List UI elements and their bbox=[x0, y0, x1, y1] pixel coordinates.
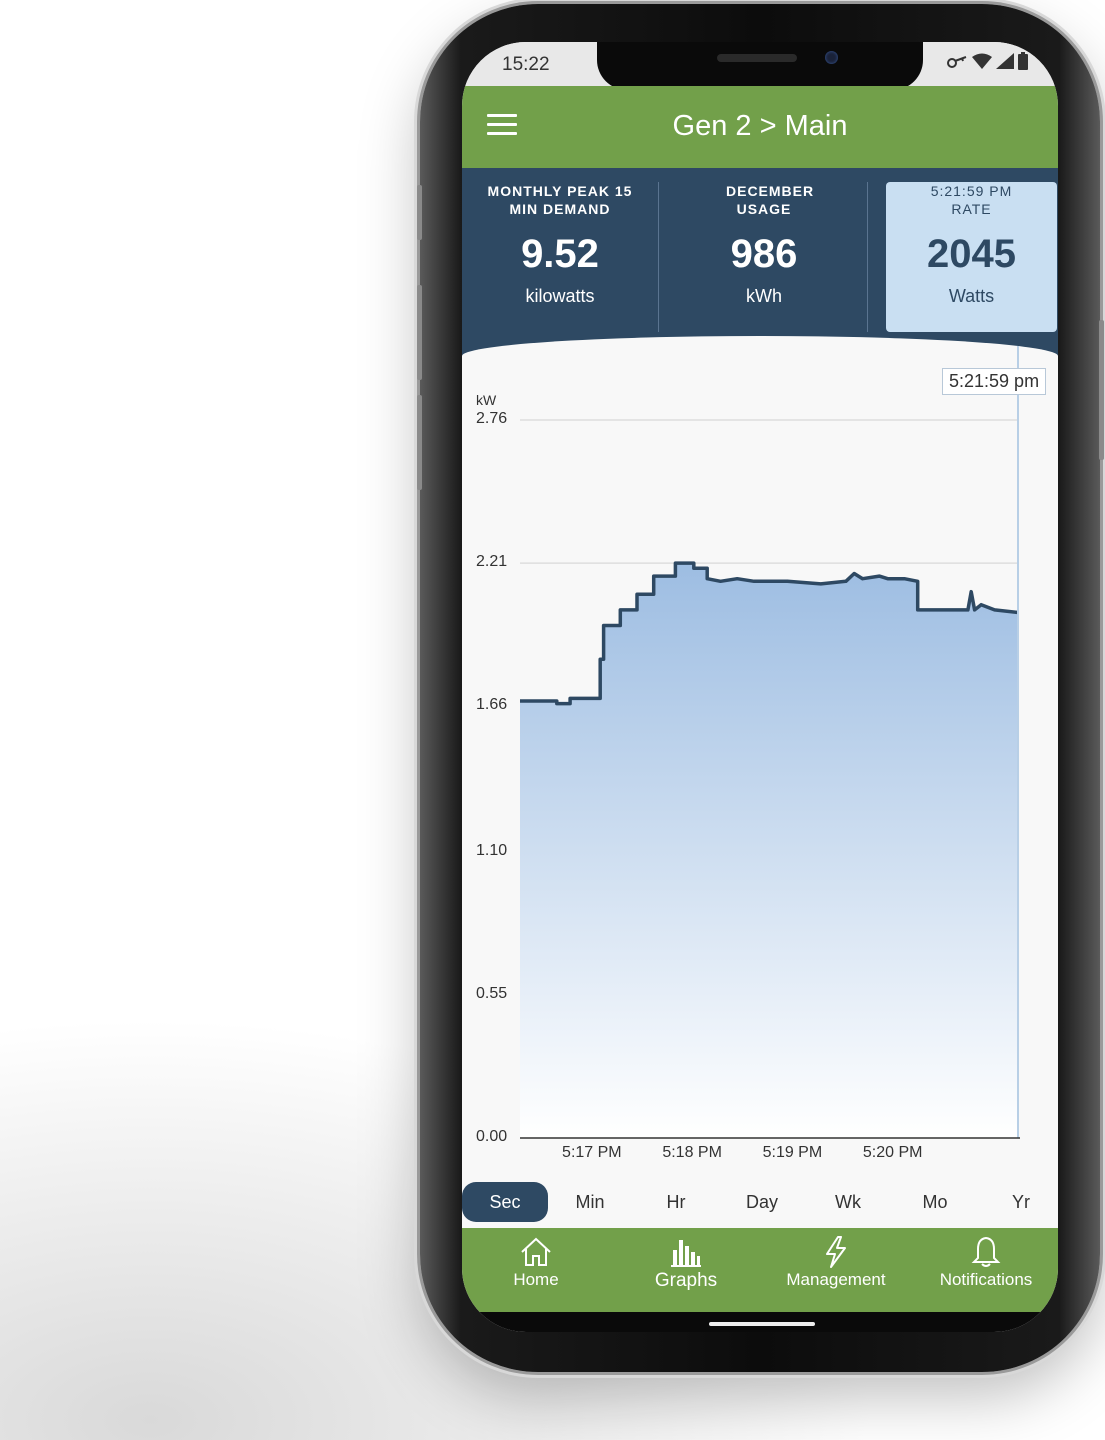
stat-current-rate[interactable]: 5:21:59 PM RATE 2045 Watts bbox=[886, 182, 1057, 332]
range-min[interactable]: Min bbox=[575, 1192, 605, 1212]
x-tick-label: 5:20 PM bbox=[862, 1144, 923, 1161]
x-tick-label: 5:18 PM bbox=[662, 1144, 722, 1161]
nav-graphs[interactable]: Graphs bbox=[612, 1236, 760, 1292]
volume-down-button bbox=[417, 395, 422, 490]
nav-label: Home bbox=[513, 1270, 559, 1289]
power-button bbox=[1099, 320, 1104, 460]
home-indicator-area bbox=[462, 1312, 1058, 1332]
nav-label: Notifications bbox=[939, 1270, 1033, 1289]
y-tick-label: 2.76 bbox=[476, 410, 508, 427]
battery-icon bbox=[1018, 52, 1028, 70]
volume-up-button bbox=[417, 285, 422, 380]
divider bbox=[867, 182, 868, 332]
status-icons bbox=[946, 52, 1028, 70]
divider bbox=[658, 182, 659, 332]
range-mo[interactable]: Mo bbox=[922, 1192, 948, 1212]
x-tick-label: 5:17 PM bbox=[562, 1144, 622, 1161]
notch bbox=[597, 42, 923, 90]
stat-unit: Watts bbox=[948, 286, 995, 306]
stat-december-usage[interactable]: DECEMBER USAGE 986 kWh bbox=[666, 182, 862, 332]
chart-line bbox=[520, 561, 1019, 706]
range-selector: Sec Min Hr Day Wk Mo Yr bbox=[462, 1176, 1058, 1226]
bell-icon bbox=[971, 1236, 1001, 1267]
stat-unit: kilowatts bbox=[525, 286, 595, 306]
bar-chart-icon bbox=[671, 1240, 701, 1267]
y-tick-label: 0.00 bbox=[476, 1128, 508, 1145]
chart-cursor-label: 5:21:59 pm bbox=[942, 368, 1047, 395]
stat-unit: kWh bbox=[746, 286, 782, 306]
range-hr[interactable]: Hr bbox=[666, 1192, 686, 1212]
app-bar: Gen 2 > Main bbox=[462, 86, 1058, 168]
stat-value: 986 bbox=[730, 232, 798, 276]
range-sec[interactable]: Sec bbox=[462, 1182, 548, 1222]
stat-monthly-peak[interactable]: MONTHLY PEAK 15 MIN DEMAND 9.52 kilowatt… bbox=[462, 182, 658, 332]
status-time: 15:22 bbox=[502, 54, 550, 75]
key-icon bbox=[947, 56, 967, 68]
nav-label: Management bbox=[786, 1270, 886, 1289]
lightning-icon bbox=[826, 1236, 846, 1268]
nav-label: Graphs bbox=[654, 1270, 718, 1291]
side-button bbox=[417, 185, 422, 240]
x-tick-label: 5:19 PM bbox=[762, 1144, 823, 1161]
stat-label: MONTHLY PEAK 15 MIN DEMAND bbox=[487, 183, 633, 217]
power-chart[interactable] bbox=[462, 336, 1058, 1176]
bottom-nav: Home Graphs Management Notifications bbox=[462, 1228, 1058, 1312]
screen: 15:22 Gen 2 > Main MONTHLY PEAK 15 MIN D… bbox=[462, 42, 1058, 1332]
stat-label: DECEMBER USAGE bbox=[726, 183, 815, 217]
y-tick-label: 1.10 bbox=[476, 841, 508, 859]
page-title: Gen 2 > Main bbox=[672, 110, 848, 142]
y-tick-label: 0.55 bbox=[476, 984, 508, 1002]
chart-panel[interactable]: 5:21:59 pm kW 0.00 0.55 1.10 1.66 2.21 2.76 5… bbox=[462, 336, 1058, 1176]
hamburger-menu-icon[interactable] bbox=[487, 114, 517, 141]
y-tick-label: 1.66 bbox=[476, 696, 508, 714]
front-camera bbox=[825, 51, 838, 64]
wifi-icon bbox=[972, 53, 992, 69]
stat-value: 9.52 bbox=[521, 232, 599, 276]
nav-notifications[interactable]: Notifications bbox=[912, 1236, 1058, 1290]
stat-label: 5:21:59 PM RATE bbox=[930, 183, 1013, 217]
home-indicator[interactable] bbox=[709, 1322, 815, 1326]
range-yr[interactable]: Yr bbox=[1012, 1192, 1030, 1212]
nav-home[interactable]: Home bbox=[462, 1236, 610, 1290]
home-icon bbox=[521, 1237, 551, 1266]
signal-icon bbox=[996, 53, 1014, 69]
speaker bbox=[717, 54, 797, 62]
stat-value: 2045 bbox=[927, 232, 1016, 276]
range-day[interactable]: Day bbox=[745, 1192, 778, 1212]
y-tick-label: 2.21 bbox=[476, 553, 508, 571]
nav-management[interactable]: Management bbox=[762, 1236, 910, 1290]
chart-area bbox=[520, 563, 1018, 1138]
y-axis-unit-label: kW bbox=[476, 392, 497, 408]
range-wk[interactable]: Wk bbox=[835, 1192, 861, 1212]
